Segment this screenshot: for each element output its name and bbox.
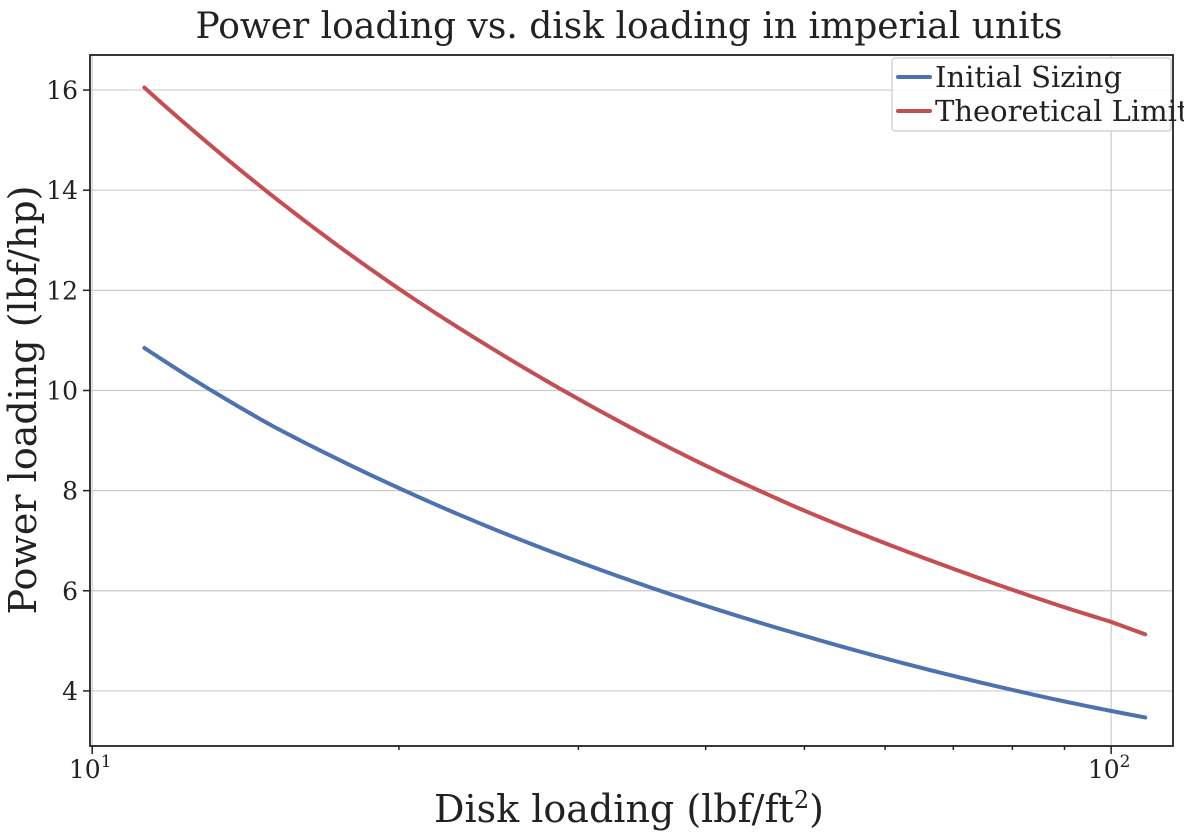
grid-lines [90, 55, 1173, 746]
x-axis-label-main: Disk loading (lbf/ft [434, 787, 794, 831]
y-tick-label: 4 [62, 677, 78, 706]
series-lines [142, 85, 1148, 720]
legend-label-theoretical-limit: Theoretical Limit [935, 94, 1184, 128]
x-axis-label: Disk loading (lbf/ft2) [434, 786, 824, 831]
x-tick-label: 101 [69, 752, 112, 784]
series-line-initial-sizing [142, 345, 1148, 720]
x-tick-label-base: 10 [1088, 755, 1120, 784]
plot-frame [89, 54, 1174, 747]
y-tick-label: 12 [46, 276, 78, 305]
y-tick-label: 8 [62, 477, 78, 506]
x-tick-label-exponent: 1 [101, 752, 112, 772]
y-tick-label: 6 [62, 577, 78, 606]
x-axis-label-superscript: 2 [794, 786, 809, 814]
legend-box [891, 57, 1172, 132]
y-tick-label: 10 [46, 376, 78, 405]
y-axis-label: Power loading (lbf/hp) [1, 185, 45, 614]
chart-title: Power loading vs. disk loading in imperi… [195, 6, 1062, 47]
x-tick-label-base: 10 [69, 755, 101, 784]
axis-ticks [83, 89, 1112, 754]
x-axis-label-suffix: ) [809, 787, 824, 831]
y-tick-label: 14 [46, 176, 78, 205]
series-line-theoretical-limit [142, 85, 1148, 637]
x-tick-label-exponent: 2 [1120, 752, 1131, 772]
y-tick-label: 16 [46, 76, 78, 105]
legend-label-initial-sizing: Initial Sizing [935, 60, 1122, 94]
x-tick-label: 102 [1088, 752, 1131, 784]
